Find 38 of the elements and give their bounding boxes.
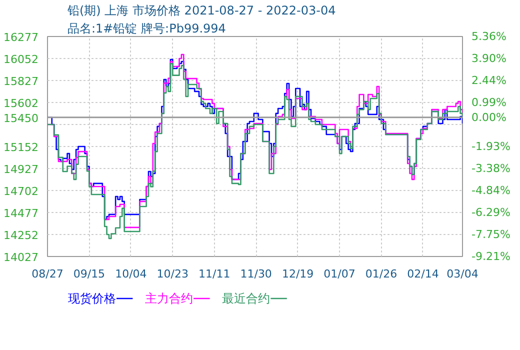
y-tick-label: 15827 [4,75,39,88]
legend-label: 主力合约 [144,292,193,306]
x-tick-label: 03/04 [446,268,478,280]
y-tick-label: 16052 [4,53,39,66]
y2-tick-label: -4.84% [472,184,510,198]
x-tick-label: 11/30 [240,268,272,280]
x-tick-label: 09/15 [73,268,106,280]
y2-tick-label: 0.99% [472,96,506,109]
x-tick-label: 10/23 [156,268,189,280]
x-tick-label: 12/19 [282,268,314,280]
y-tick-label: 14477 [4,207,39,220]
chart-subtitle: 品名:1#铅锭 牌号:Pb99.994 [68,22,226,36]
legend-label: 最近合约 [222,292,270,306]
y2-tick-label: 2.44% [472,74,506,88]
y2-tick-label: 5.36% [472,30,506,43]
y2-tick-label: -7.75% [472,228,510,241]
y-tick-label: 15450 [4,112,39,125]
chart-title: 铅(期) 上海 市场价格 2021-08-27 - 2022-03-04 [66,4,336,18]
x-tick-label: 01/07 [324,268,356,280]
x-tick-label: 08/27 [32,268,64,280]
legend-label: 现货价格 [68,292,116,306]
y-tick-label: 14927 [4,163,39,176]
x-tick-label: 11/11 [198,268,230,280]
y-tick-label: 15602 [4,97,39,110]
y-tick-label: 16277 [4,31,39,44]
y2-tick-label: -9.21% [472,250,510,263]
x-tick-label: 10/04 [115,268,147,280]
y-tick-label: 14702 [4,185,39,198]
y-tick-label: 14027 [4,251,39,264]
y2-tick-label: -3.38% [472,162,510,175]
y2-tick-label: 3.90% [472,52,506,66]
y2-tick-label: -6.29% [472,206,510,219]
y-tick-label: 14252 [4,229,39,242]
y-tick-label: 15152 [4,141,39,154]
y2-tick-label: -1.93% [472,140,510,154]
y2-tick-label: 0.00% [472,110,506,124]
x-tick-label: 02/14 [407,268,439,280]
x-tick-label: 01/26 [365,268,398,280]
